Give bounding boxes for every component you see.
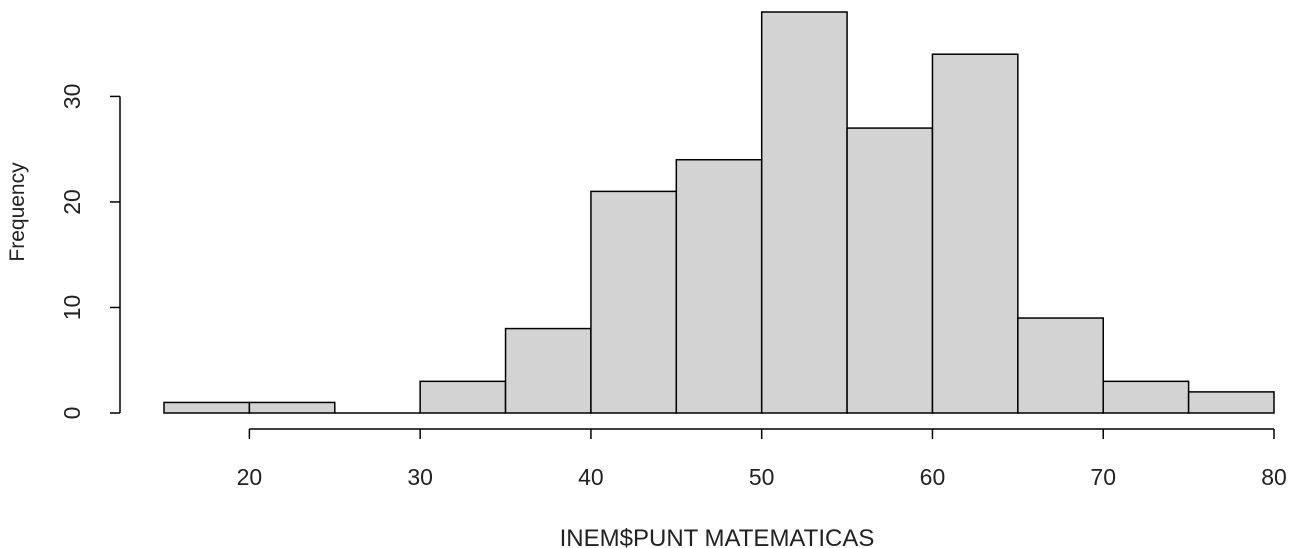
histogram-bar (163, 401, 251, 414)
y-tick-label: 0 (59, 407, 85, 420)
histogram-bar (760, 11, 848, 414)
x-tick-label: 50 (749, 464, 775, 490)
y-tick-label: 20 (59, 189, 85, 215)
histogram-bar (590, 190, 678, 414)
histogram-bar (931, 53, 1019, 414)
y-tick-label: 30 (59, 84, 85, 110)
histogram-bar (1102, 380, 1190, 414)
x-tick-label: 40 (578, 464, 604, 490)
histogram-bar (419, 380, 507, 414)
x-tick-label: 60 (920, 464, 946, 490)
x-tick-label: 70 (1090, 464, 1116, 490)
x-axis: 20 30 40 50 60 70 80 (237, 428, 1287, 490)
histogram-bar (1187, 391, 1275, 414)
y-axis: 0 10 20 30 (59, 84, 121, 420)
histogram-bar (675, 158, 763, 414)
x-tick-label: 20 (237, 464, 263, 490)
histogram-bar (504, 327, 592, 414)
histogram-bar (1017, 317, 1104, 414)
x-axis-title: INEM$PUNT MATEMATICAS (560, 525, 875, 548)
y-axis-title: Frequency (6, 162, 29, 262)
y-tick-label: 10 (59, 295, 85, 321)
bars-layer (163, 11, 1275, 414)
x-tick-label: 30 (407, 464, 433, 490)
histogram-bar (248, 401, 336, 414)
x-tick-label: 80 (1261, 464, 1287, 490)
histogram-bar (846, 127, 934, 414)
